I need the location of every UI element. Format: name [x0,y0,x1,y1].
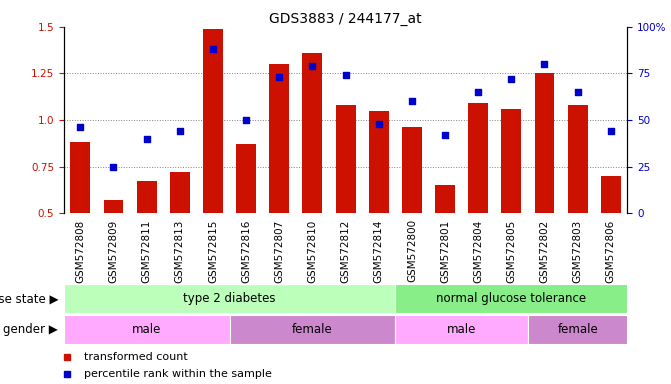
Bar [229,315,395,344]
Point [340,72,351,78]
Bar [336,105,356,213]
Text: percentile rank within the sample: percentile rank within the sample [84,369,272,379]
Bar [203,29,223,213]
Point [241,117,252,123]
Point [605,128,616,134]
Text: female: female [558,323,598,336]
Bar [70,142,91,213]
Bar [435,185,455,213]
Point [274,74,285,80]
Text: male: male [132,323,161,336]
Point [572,89,583,95]
Bar [137,182,156,213]
Bar [568,105,588,213]
Bar [501,109,521,213]
Bar [468,103,488,213]
Bar [64,284,395,313]
Bar [528,315,627,344]
Point [473,89,484,95]
Text: gender ▶: gender ▶ [3,323,58,336]
Text: disease state ▶: disease state ▶ [0,292,58,305]
Point [539,61,550,67]
Point [440,132,450,138]
Point [142,136,152,142]
Bar [402,127,422,213]
Point [207,46,218,52]
Bar [535,73,554,213]
Bar [103,200,123,213]
Point [75,124,86,131]
Bar [170,172,190,213]
Text: normal glucose tolerance: normal glucose tolerance [436,292,586,305]
Point [174,128,185,134]
Bar [601,176,621,213]
Title: GDS3883 / 244177_at: GDS3883 / 244177_at [269,12,422,26]
Text: type 2 diabetes: type 2 diabetes [183,292,276,305]
Text: transformed count: transformed count [84,352,188,362]
Bar [236,144,256,213]
Point [506,76,517,82]
Bar [369,111,389,213]
Bar [64,315,229,344]
Point [307,63,318,69]
Point [108,164,119,170]
Bar [269,64,289,213]
Point [407,98,417,104]
Bar [395,284,627,313]
Bar [395,315,528,344]
Text: female: female [292,323,333,336]
Point [373,121,384,127]
Bar [303,53,322,213]
Text: male: male [447,323,476,336]
